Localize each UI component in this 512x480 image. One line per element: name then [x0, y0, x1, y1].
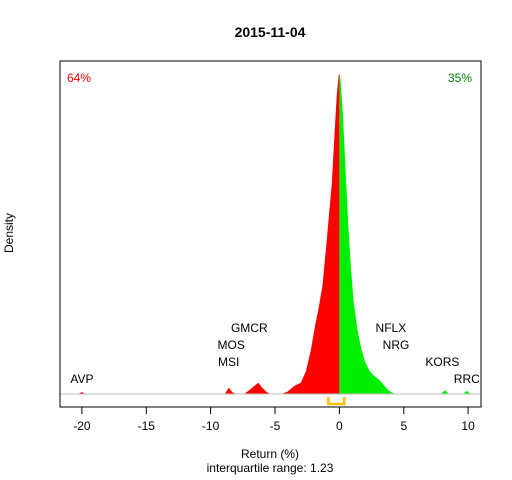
annotation-label: MOS: [218, 338, 245, 352]
annotation-label: GMCR: [231, 321, 268, 335]
x-axis-label: Return (%): [241, 447, 299, 461]
annotation-label: KORS: [425, 355, 459, 369]
annotation-label: RRC: [454, 372, 480, 386]
x-tick-label: 0: [336, 419, 343, 433]
x-tick-label: -5: [270, 419, 281, 433]
right-share-label: 35%: [448, 71, 472, 85]
annotation-label: NFLX: [376, 321, 407, 335]
x-tick-label: -10: [202, 419, 220, 433]
annotation-label: NRG: [383, 338, 410, 352]
x-tick-label: -20: [73, 419, 91, 433]
y-axis-label: Density: [2, 213, 16, 253]
density-area-positive: [339, 73, 471, 394]
iqr-bracket: [327, 397, 346, 406]
chart-title: 2015-11-04: [235, 24, 306, 40]
annotation-label: MSI: [218, 355, 239, 369]
x-axis: -20 -15 -10 -5 0 5 10: [73, 407, 475, 433]
x-tick-label: 5: [400, 419, 407, 433]
x-tick-label: -15: [138, 419, 156, 433]
left-share-label: 64%: [67, 71, 91, 85]
iqr-text: interquartile range: 1.23: [207, 461, 334, 475]
annotation-label: AVP: [70, 372, 93, 386]
density-area-negative: [78, 73, 340, 394]
x-tick-label: 10: [461, 419, 475, 433]
plot-frame: [59, 60, 482, 408]
